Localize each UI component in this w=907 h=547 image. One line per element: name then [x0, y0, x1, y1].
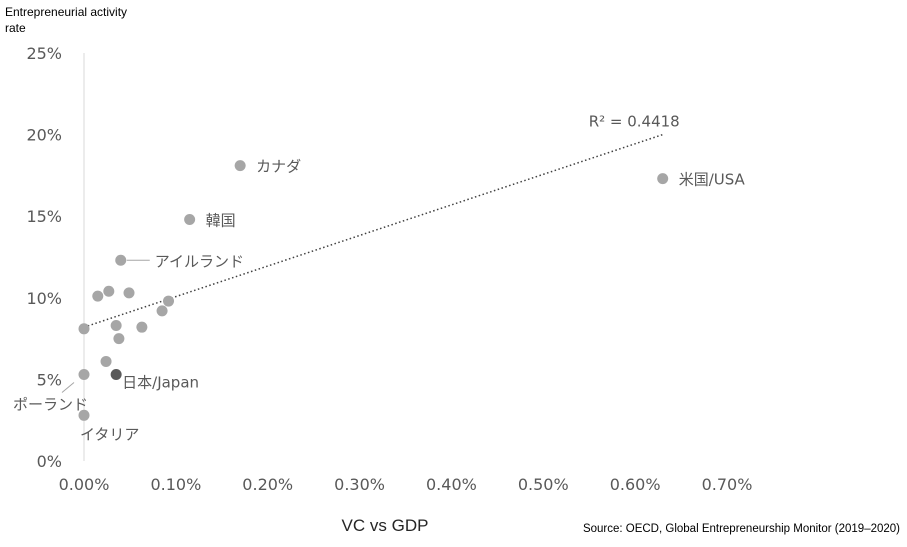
- x-tick-label: 0.00%: [59, 475, 110, 494]
- point-label: 韓国: [206, 211, 236, 229]
- point-label: カナダ: [256, 158, 301, 176]
- y-axis-title-line-2: rate: [5, 21, 26, 35]
- label-leader-line: [61, 382, 75, 393]
- y-tick-label: 10%: [26, 289, 62, 308]
- plot-area: 0% 5% 10% 15% 20% 25% 0.00% 0.10% 0.20% 0.30% 0.40…: [13, 44, 752, 494]
- point-label: ポーランド: [13, 396, 88, 414]
- x-tick-label: 0.10%: [150, 475, 201, 494]
- x-tick-label: 0.50%: [518, 475, 569, 494]
- point-label: アイルランド: [155, 252, 244, 270]
- y-tick-label: 25%: [26, 44, 62, 63]
- r-squared-label: R² = 0.4418: [589, 113, 680, 131]
- data-point: [110, 320, 122, 332]
- x-tick-label: 0.40%: [426, 475, 477, 494]
- data-point: [113, 333, 125, 345]
- y-tick-label: 0%: [37, 452, 62, 471]
- point-label: イタリア: [80, 425, 139, 443]
- data-point: [78, 323, 90, 335]
- x-tick-label: 0.60%: [610, 475, 661, 494]
- data-point: [78, 369, 90, 381]
- x-tick-label: 0.20%: [242, 475, 293, 494]
- y-axis-title-line-1: Entrepreneurial activity: [5, 5, 127, 19]
- data-point: [100, 355, 112, 367]
- x-axis-title: VC vs GDP: [342, 516, 429, 535]
- y-tick-label: 5%: [37, 370, 62, 389]
- data-point: [115, 254, 127, 266]
- data-point: [123, 287, 135, 299]
- point-label: 米国/USA: [679, 171, 746, 189]
- data-point-highlight: [110, 369, 122, 381]
- x-tick-label: 0.30%: [334, 475, 385, 494]
- data-point: [156, 305, 168, 317]
- data-point: [184, 213, 196, 225]
- trendline: [83, 133, 663, 328]
- data-point: [78, 409, 90, 421]
- data-point: [136, 321, 148, 333]
- data-point: [92, 290, 104, 302]
- data-point: [103, 285, 115, 297]
- x-tick-label: 0.70%: [702, 475, 753, 494]
- data-point: [163, 295, 175, 307]
- y-tick-label: 15%: [26, 207, 62, 226]
- data-point: [234, 160, 246, 172]
- y-tick-label: 20%: [26, 126, 62, 145]
- data-point: [657, 173, 669, 185]
- source-note: Source: OECD, Global Entrepreneurship Mo…: [583, 523, 900, 535]
- point-label: 日本/Japan: [122, 374, 199, 392]
